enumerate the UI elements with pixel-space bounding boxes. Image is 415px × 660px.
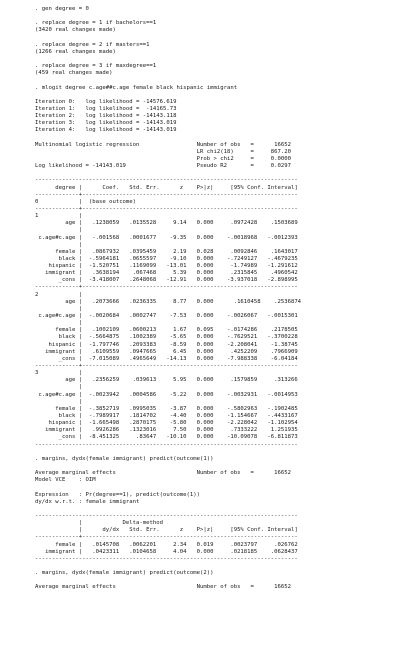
output-line: -------------+--------------------------… xyxy=(35,205,298,212)
output-line: ----------------------------------------… xyxy=(35,555,298,562)
output-line: hispanic | -1.520751 .1169099 -13.01 0.0… xyxy=(35,263,298,270)
output-line: black | -.5664875 .1002389 -5.65 0.000 -… xyxy=(35,334,298,341)
output-line: 3 | xyxy=(35,370,83,377)
output-line: LR chi2(18) = 867.20 xyxy=(35,148,291,155)
output-line: | dy/dx Std. Err. z P>|z| [95% Conf. Int… xyxy=(35,527,298,534)
output-line: ----------------------------------------… xyxy=(35,512,298,519)
output-line: . margins, dydx(female immigrant) predic… xyxy=(35,570,214,577)
output-line: Iteration 4: log likelihood = -14143.019 xyxy=(35,127,177,134)
output-line: 1 | xyxy=(35,213,83,220)
output-line: Average marginal effects Number of obs =… xyxy=(35,470,291,477)
output-line: . gen degree = 0 xyxy=(35,6,89,12)
output-line: female | .0145708 .0062201 2.34 0.019 .0… xyxy=(35,541,298,548)
output-line: Average marginal effects Number of obs =… xyxy=(35,584,291,591)
output-line: black | -.7989917 .1814702 -4.40 0.000 -… xyxy=(35,413,298,420)
output-line: . margins, dydx(female immigrant) predic… xyxy=(35,455,214,462)
output-line xyxy=(35,577,415,584)
output-line: (1266 real changes made) xyxy=(35,48,116,55)
output-line: | xyxy=(35,241,83,248)
output-line: c.age#c.age | -.001568 .0001677 -9.35 0.… xyxy=(35,234,298,241)
output-line: -------------+--------------------------… xyxy=(35,191,298,198)
output-line xyxy=(35,463,415,470)
output-line: c.age#c.age | -.0020684 .0002747 -7.53 0… xyxy=(35,313,298,320)
output-line: hispanic | -1.665498 .2870175 -5.80 0.00… xyxy=(35,420,298,427)
output-line: Iteration 1: log likelihood = -14165.73 xyxy=(35,105,177,112)
output-line: Prob > chi2 = 0.0000 xyxy=(35,155,291,162)
output-line: dy/dx w.r.t. : female immigrant xyxy=(35,498,140,505)
output-line: . replace degree = 1 if bachelors==1 xyxy=(35,20,157,27)
output-line xyxy=(35,506,415,513)
output-line: | xyxy=(35,227,83,234)
output-line xyxy=(35,35,415,42)
output-line: Iteration 2: log likelihood = -14143.118 xyxy=(35,113,177,120)
output-line: degree | Coef. Std. Err. z P>|z| [95% Co… xyxy=(35,184,298,191)
output-line: Iteration 0: log likelihood = -14576.619 xyxy=(35,98,177,105)
output-line: age | .2073666 .0236335 8.77 0.000 .1610… xyxy=(35,298,302,305)
output-line: _cons | -3.418007 .2648068 -12.91 0.000 … xyxy=(35,277,298,284)
output-line: Model VCE : OIM xyxy=(35,477,96,484)
output-line xyxy=(35,77,415,84)
output-line xyxy=(35,484,415,491)
output-line: female | .0867932 .0395459 2.19 0.028 .0… xyxy=(35,248,298,255)
output-line: immigrant | .6109559 .0947665 6.45 0.000… xyxy=(35,348,298,355)
output-line xyxy=(35,449,415,456)
output-line xyxy=(35,170,415,177)
output-line: | Delta-method xyxy=(35,520,163,527)
output-line: black | -.5964181 .0655597 -9.10 0.000 -… xyxy=(35,255,298,262)
output-line: Log likelihood = -14143.019 Pseudo R2 = … xyxy=(35,163,291,170)
output-line: (3420 real changes made) xyxy=(35,27,116,34)
output-line: . replace degree = 2 if masters==1 xyxy=(35,41,150,48)
output-line: . mlogit degree c.age##c.age female blac… xyxy=(35,84,238,91)
output-line: 0 | (base outcome) xyxy=(35,198,137,205)
output-line: age | .2356259 .039613 5.95 0.000 .15798… xyxy=(35,377,298,384)
stata-results-output: . gen degree = 0 . replace degree = 1 if… xyxy=(35,6,415,591)
output-line: 2 | xyxy=(35,291,83,298)
output-line: . replace degree = 3 if maxdegree==1 xyxy=(35,63,157,70)
output-line xyxy=(35,13,415,20)
output-line xyxy=(35,135,415,142)
output-line: female | -.3852719 .0995035 -3.87 0.000 … xyxy=(35,405,298,412)
output-line: Iteration 3: log likelihood = -14143.019 xyxy=(35,120,177,127)
output-line: Expression : Pr(degree==1), predict(outc… xyxy=(35,491,201,498)
output-line: age | .1238059 .0135528 9.14 0.000 .0972… xyxy=(35,220,298,227)
output-line: hispanic | -1.797746 .2093383 -8.59 0.00… xyxy=(35,341,298,348)
output-line: c.age#c.age | -.0023942 .0004586 -5.22 0… xyxy=(35,391,298,398)
output-line: | xyxy=(35,320,83,327)
output-line: Multinomial logistic regression Number o… xyxy=(35,141,291,148)
output-line: (459 real changes made) xyxy=(35,70,113,77)
output-line: _cons | -8.451325 .83647 -10.10 0.000 -1… xyxy=(35,434,298,441)
output-line xyxy=(35,92,415,99)
output-line: -------------+--------------------------… xyxy=(35,534,298,541)
output-line: -------------+--------------------------… xyxy=(35,284,298,291)
output-line: -------------+--------------------------… xyxy=(35,363,298,370)
output-line: | xyxy=(35,384,83,391)
output-line: _cons | -7.015089 .4965649 -14.13 0.000 … xyxy=(35,355,298,362)
output-line: | xyxy=(35,398,83,405)
output-line xyxy=(35,56,415,63)
output-line: immigrant | .9926286 .1323016 7.50 0.000… xyxy=(35,427,298,434)
output-line: ----------------------------------------… xyxy=(35,177,298,184)
output-line xyxy=(35,563,415,570)
output-line: immigrant | .0423311 .0104658 4.04 0.000… xyxy=(35,548,298,555)
output-line: female | .1002109 .0600213 1.67 0.095 -.… xyxy=(35,327,298,334)
output-line: immigrant | .3638194 .067468 5.39 0.000 … xyxy=(35,270,298,277)
output-line: | xyxy=(35,305,83,312)
output-line: ----------------------------------------… xyxy=(35,441,298,448)
